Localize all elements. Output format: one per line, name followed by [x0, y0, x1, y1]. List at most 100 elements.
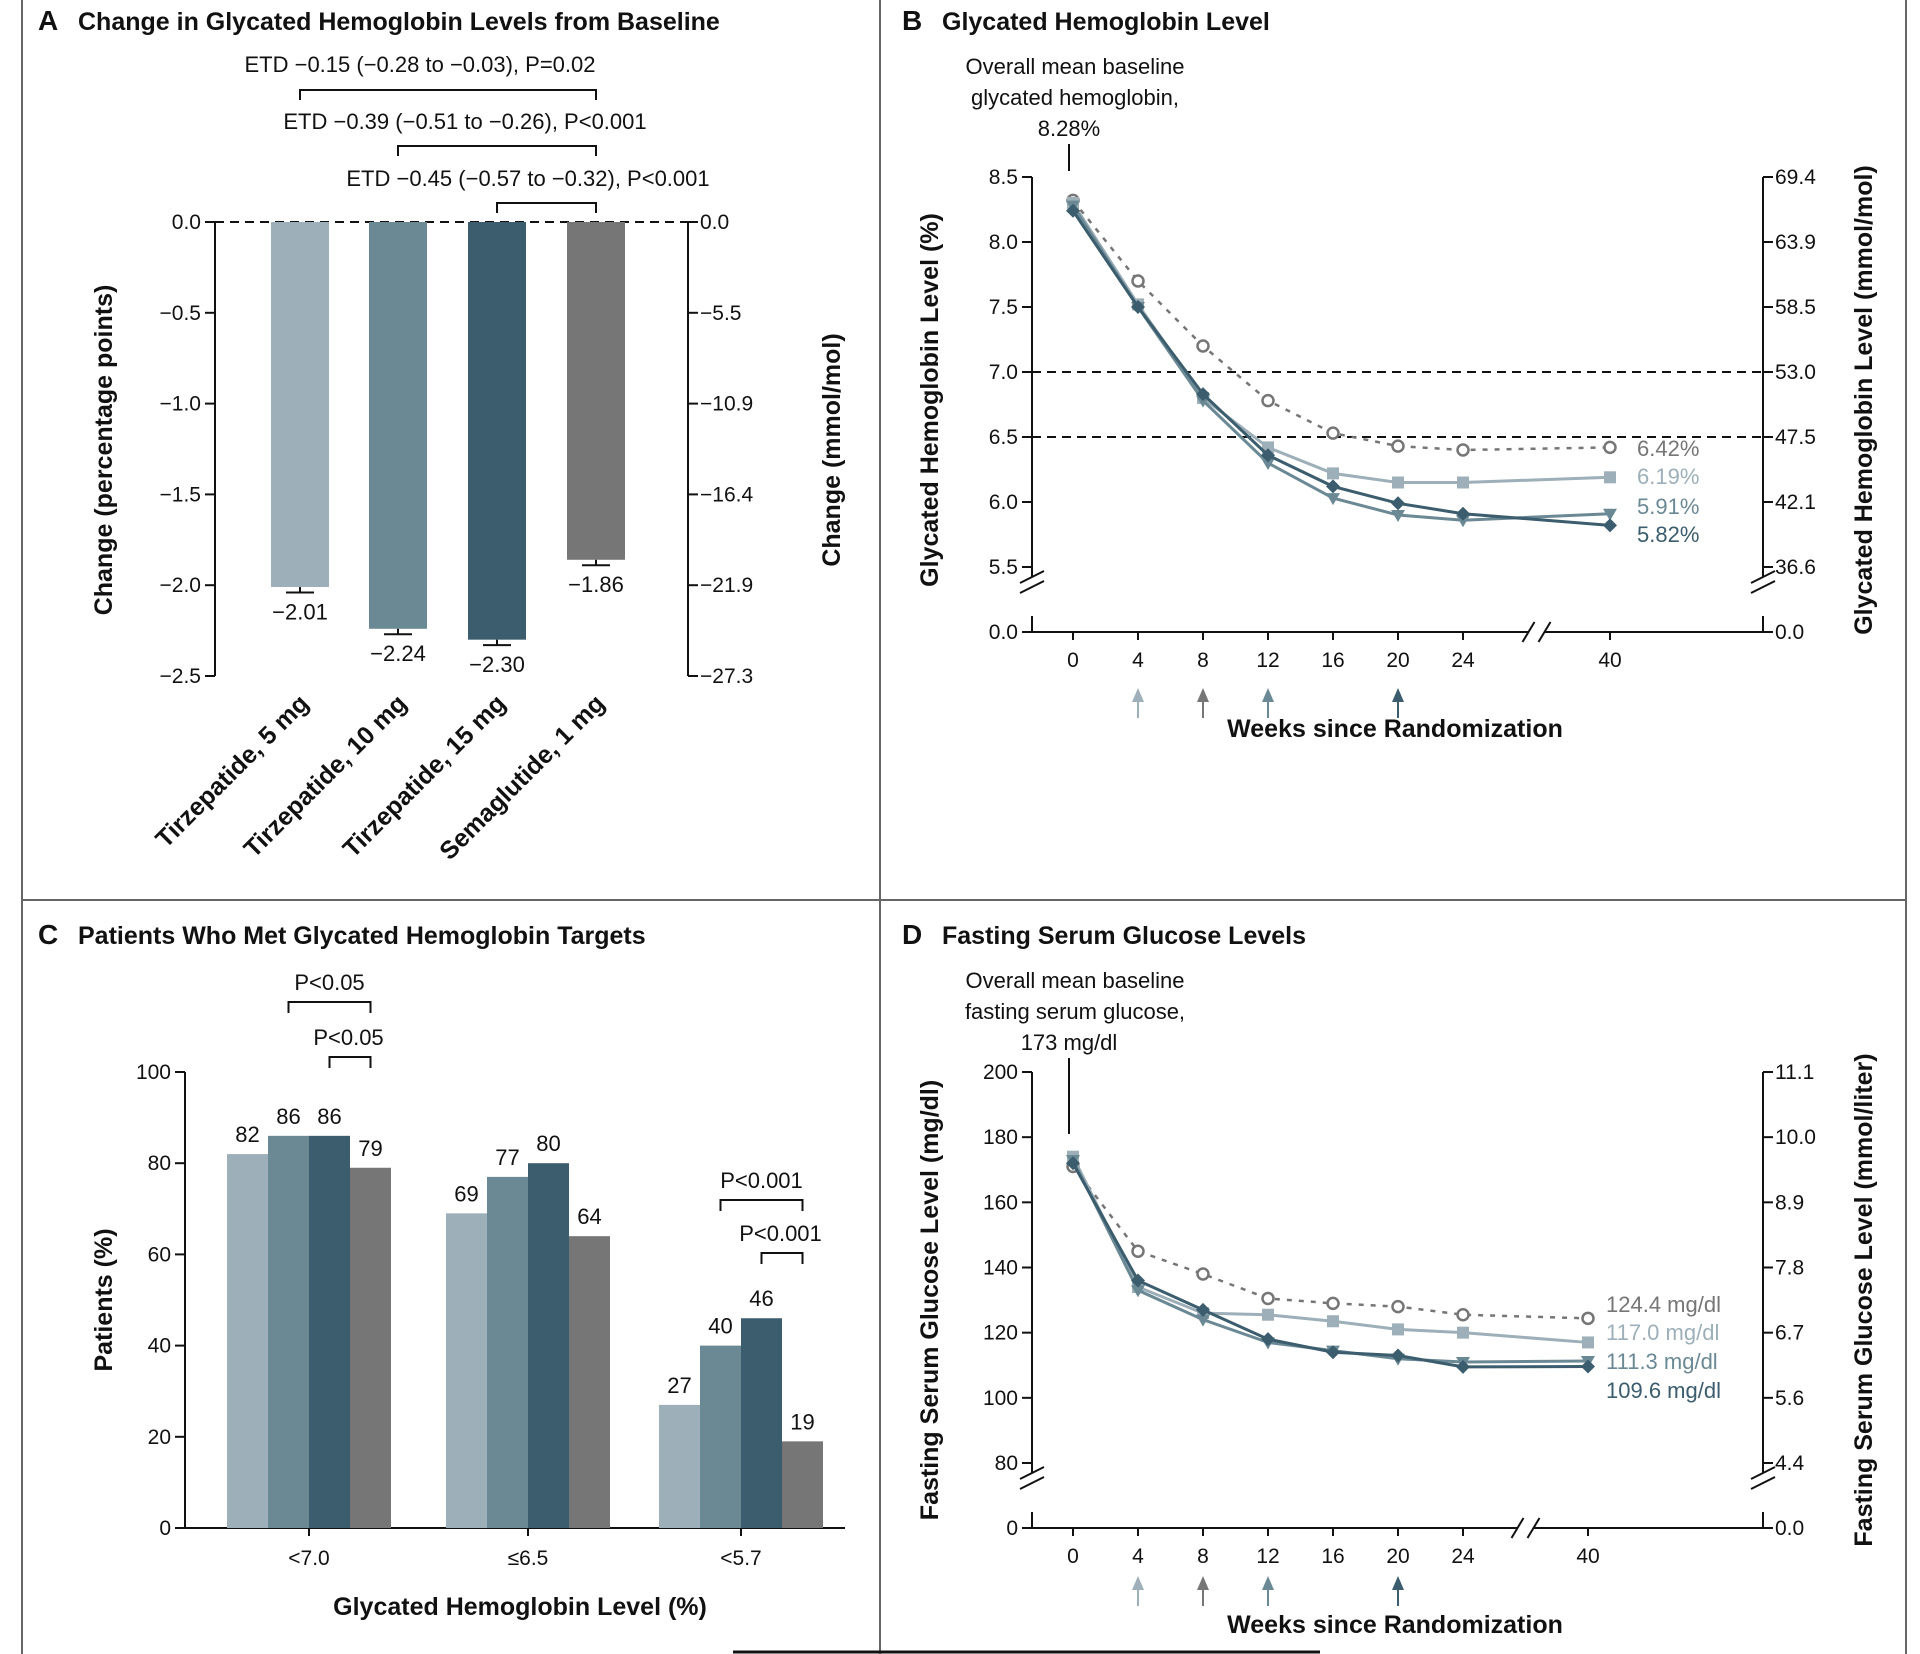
c-ytick-label: 20 — [148, 1426, 171, 1449]
c-comparison-label: P<0.001 — [720, 1168, 803, 1193]
marker-tirzepatide_10mg — [1131, 1285, 1145, 1298]
axis-break-mark — [1750, 580, 1776, 594]
c-bar — [659, 1404, 700, 1528]
c-ytick-label: 60 — [148, 1243, 171, 1266]
c-bar — [569, 1236, 610, 1528]
dose-arrowhead — [1197, 1576, 1209, 1590]
panel-c-chart: 0 20 40 60 80 100 82 86 86 79 <7.0 69 77 80 64 ≤6.5 27 40… — [90, 970, 845, 1621]
axis-break-mark — [1750, 570, 1776, 584]
ytick-label: 200 — [983, 1061, 1018, 1084]
a-comparison-label: ETD −0.45 (−0.57 to −0.32), P<0.001 — [346, 166, 709, 191]
end-label-tirzepatide_5mg: 6.19% — [1637, 464, 1699, 489]
ytick-label: 120 — [983, 1322, 1018, 1345]
y2label: Fasting Serum Glucose Level (mmol/liter) — [1850, 1053, 1878, 1546]
c-ytick-label: 40 — [148, 1335, 171, 1358]
marker-tirzepatide_5mg — [1392, 1323, 1404, 1336]
c-comparison-label: P<0.05 — [294, 970, 364, 995]
y2tick-label: 5.6 — [1775, 1387, 1804, 1410]
panel-b-chart: 8.5 69.48.0 63.97.5 58.57.0 53.06.5 47.56.0 42… — [916, 54, 1878, 743]
marker-semaglutide_1mg — [1196, 339, 1210, 353]
end-label-semaglutide_1mg: 124.4 mg/dl — [1606, 1292, 1721, 1317]
panel-b-letter: B — [902, 5, 922, 36]
a-bar — [271, 222, 329, 588]
marker-tirzepatide_15mg — [1131, 1273, 1145, 1288]
panel-d-letter: D — [902, 919, 922, 950]
end-label-tirzepatide_15mg: 5.82% — [1637, 522, 1699, 547]
marker-tirzepatide_15mg — [1391, 496, 1405, 511]
a-bar — [567, 222, 625, 560]
marker-tirzepatide_15mg — [1391, 1348, 1405, 1363]
marker-tirzepatide_15mg — [1581, 1359, 1595, 1374]
y2tick-label: 7.8 — [1775, 1257, 1804, 1280]
xtick-label: 24 — [1451, 649, 1475, 672]
panel-d-title: Fasting Serum Glucose Levels — [942, 922, 1306, 950]
a-y2label: Change (mmol/mol) — [818, 333, 846, 566]
marker-tirzepatide_15mg — [1131, 300, 1145, 314]
marker-semaglutide_1mg — [1196, 1267, 1210, 1281]
marker-tirzepatide_15mg — [1456, 1359, 1470, 1374]
marker-semaglutide_1mg — [1581, 1311, 1595, 1326]
a-comparison-bracket — [299, 89, 597, 100]
a-comparison-bracket — [496, 202, 597, 213]
y2tick-label: 4.4 — [1775, 1452, 1805, 1475]
dose-arrowhead — [1392, 688, 1404, 702]
xlabel: Weeks since Randomization — [1227, 715, 1563, 743]
c-comparison-label: P<0.05 — [313, 1025, 383, 1050]
end-label-semaglutide_1mg: 6.42% — [1637, 436, 1699, 461]
c-bar — [741, 1318, 782, 1528]
a-ylabel: Change (percentage points) — [90, 285, 118, 616]
marker-semaglutide_1mg — [1261, 1291, 1275, 1306]
axis-break-mark — [1019, 1476, 1045, 1490]
axis-break-mark — [1019, 1466, 1045, 1480]
xtick-label: 0 — [1067, 649, 1079, 672]
c-bar — [309, 1135, 350, 1528]
a-y2tick-label: 0.0 — [700, 211, 729, 234]
xtick-label: 12 — [1256, 649, 1279, 672]
xtick-label: 16 — [1321, 1545, 1344, 1568]
a-y2tick-label: −10.9 — [700, 393, 753, 416]
a-comparison-label: ETD −0.39 (−0.51 to −0.26), P<0.001 — [283, 109, 646, 134]
xlabel: Weeks since Randomization — [1227, 1611, 1563, 1639]
marker-tirzepatide_5mg — [1457, 476, 1469, 489]
series-line-semaglutide_1mg — [1072, 199, 1611, 452]
marker-tirzepatide_15mg — [1326, 479, 1340, 494]
marker-semaglutide_1mg — [1603, 440, 1617, 455]
marker-tirzepatide_15mg — [1261, 448, 1275, 463]
ytick-label: 6.0 — [989, 491, 1018, 514]
c-bar — [227, 1154, 268, 1528]
xtick-label: 40 — [1598, 649, 1621, 672]
xtick-label: 20 — [1386, 1545, 1409, 1568]
marker-tirzepatide_10mg — [1261, 458, 1275, 470]
a-comparison-label: ETD −0.15 (−0.28 to −0.03), P=0.02 — [244, 52, 595, 77]
y2label: Glycated Hemoglobin Level (mmol/mol) — [1850, 165, 1878, 635]
panel-a-letter: A — [38, 5, 58, 36]
baseline-annotation: 8.28% — [1038, 116, 1100, 141]
c-value-label: 19 — [790, 1409, 814, 1434]
c-value-label: 46 — [749, 1286, 773, 1311]
dose-arrowhead — [1197, 688, 1209, 702]
y2tick-label: 69.4 — [1775, 166, 1816, 189]
x-break-mark — [1537, 621, 1552, 643]
c-bar — [700, 1345, 741, 1528]
c-category-label: <5.7 — [720, 1547, 761, 1570]
c-comparison-bracket — [287, 1001, 372, 1013]
a-value-label: −2.24 — [370, 641, 426, 666]
ytick-label: 8.0 — [989, 231, 1018, 254]
panel-b-title: Glycated Hemoglobin Level — [942, 8, 1270, 36]
baseline-annotation: 173 mg/dl — [1021, 1030, 1118, 1055]
y2tick-label-zero: 0.0 — [1775, 621, 1804, 644]
axis-break-mark — [1019, 580, 1045, 594]
c-comparison-bracket — [760, 1252, 804, 1264]
marker-tirzepatide_15mg — [1456, 506, 1470, 521]
a-y2tick-label: −21.9 — [700, 574, 753, 597]
marker-semaglutide_1mg — [1456, 443, 1470, 457]
baseline-annotation: fasting serum glucose, — [965, 999, 1185, 1024]
a-value-label: −1.86 — [568, 572, 624, 597]
x-break-mark — [1521, 621, 1536, 643]
ytick-label: 160 — [983, 1191, 1018, 1214]
c-xlabel: Glycated Hemoglobin Level (%) — [333, 1593, 707, 1621]
xtick-label: 40 — [1576, 1545, 1599, 1568]
xtick-label: 4 — [1132, 1545, 1144, 1568]
end-label-tirzepatide_15mg: 109.6 mg/dl — [1606, 1378, 1721, 1403]
